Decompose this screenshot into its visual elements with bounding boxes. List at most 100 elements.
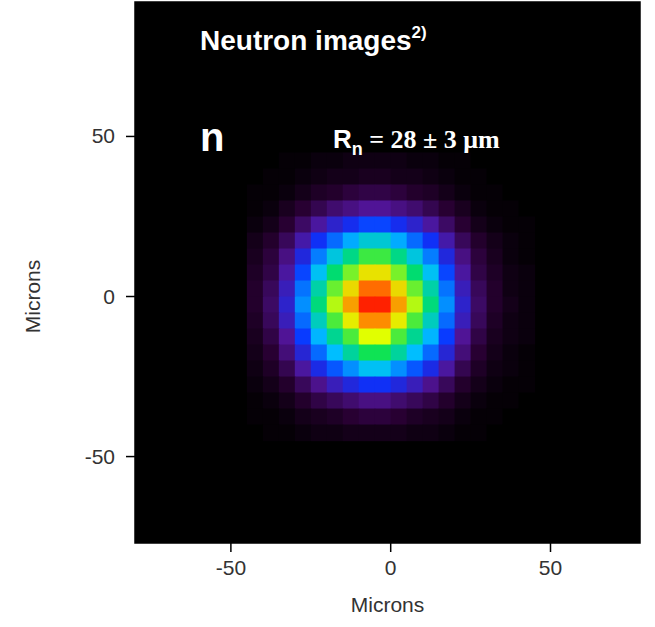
heatmap-cell: [311, 216, 328, 233]
heatmap-cell: [327, 329, 344, 346]
heatmap-cell: [503, 216, 520, 233]
heatmap-cell: [487, 329, 504, 346]
heatmap-cell: [359, 216, 376, 233]
heatmap-cell: [279, 168, 296, 185]
heatmap-cell: [295, 425, 312, 442]
heatmap-cell: [359, 313, 376, 330]
heatmap-cell: [519, 281, 536, 298]
heatmap-cell: [295, 313, 312, 330]
heatmap-cell: [503, 248, 520, 265]
heatmap-cell: [423, 313, 440, 330]
heatmap-cell: [487, 232, 504, 249]
heatmap-cell: [519, 168, 536, 185]
heatmap-cell: [247, 152, 264, 169]
heatmap-cell: [487, 264, 504, 281]
heatmap-cell: [311, 281, 328, 298]
heatmap-cell: [359, 409, 376, 426]
heatmap-cell: [423, 216, 440, 233]
heatmap-cell: [455, 425, 472, 442]
heatmap-cell: [295, 329, 312, 346]
heatmap-cell: [263, 152, 280, 169]
heatmap-cell: [311, 184, 328, 201]
heatmap-cell: [279, 409, 296, 426]
heatmap-cell: [343, 281, 360, 298]
heatmap-cell: [519, 200, 536, 217]
heatmap-cell: [487, 281, 504, 298]
heatmap-cell: [519, 393, 536, 410]
heatmap-cell: [519, 297, 536, 314]
heatmap-cell: [375, 168, 392, 185]
x-tick: [550, 543, 552, 552]
annotation: Rn = 28 ± 3 μm: [333, 124, 500, 159]
heatmap-cell: [295, 232, 312, 249]
heatmap-cell: [375, 281, 392, 298]
heatmap-cell: [455, 200, 472, 217]
heatmap-cell: [263, 345, 280, 362]
heatmap-cell: [359, 168, 376, 185]
heatmap-cell: [327, 313, 344, 330]
heatmap-cell: [279, 184, 296, 201]
heatmap-cell: [295, 200, 312, 217]
heatmap-cell: [471, 248, 488, 265]
heatmap-cell: [423, 248, 440, 265]
heatmap-cell: [375, 313, 392, 330]
heatmap-cell: [247, 168, 264, 185]
heatmap-cell: [375, 329, 392, 346]
heatmap-cell: [439, 313, 456, 330]
heatmap-cell: [263, 377, 280, 394]
heatmap-cell: [263, 248, 280, 265]
heatmap-cell: [391, 409, 408, 426]
heatmap-cell: [407, 168, 424, 185]
heatmap-cell: [423, 152, 440, 169]
heatmap-cell: [391, 297, 408, 314]
heatmap-cell: [471, 313, 488, 330]
heatmap-cell: [359, 345, 376, 362]
heatmap-cell: [343, 329, 360, 346]
heatmap-cell: [519, 216, 536, 233]
heatmap-cell: [487, 345, 504, 362]
heatmap-cell: [391, 281, 408, 298]
title-superscript: 2): [412, 23, 427, 42]
heatmap-cell: [375, 264, 392, 281]
y-tick: [126, 136, 135, 138]
y-tick: [126, 456, 135, 458]
heatmap-cell: [439, 232, 456, 249]
heatmap-cell: [279, 377, 296, 394]
y-tick-label: 0: [103, 285, 115, 308]
heatmap-cell: [503, 361, 520, 378]
heatmap-cell: [311, 232, 328, 249]
heatmap-cell: [359, 425, 376, 442]
heatmap-cell: [519, 425, 536, 442]
heatmap-cell: [263, 297, 280, 314]
heatmap-cell: [503, 152, 520, 169]
heatmap-cell: [423, 393, 440, 410]
heatmap-cell: [391, 152, 408, 169]
heatmap-cell: [455, 264, 472, 281]
x-axis-title: Microns: [351, 593, 425, 616]
heatmap-cell: [391, 168, 408, 185]
heatmap-cell: [439, 297, 456, 314]
heatmap-cell: [407, 377, 424, 394]
heatmap-cell: [439, 248, 456, 265]
heatmap-cell: [295, 216, 312, 233]
x-tick-label: 50: [539, 556, 562, 579]
heatmap-cell: [279, 248, 296, 265]
heatmap-cell: [279, 313, 296, 330]
heatmap-cell: [423, 361, 440, 378]
heatmap-cell: [407, 232, 424, 249]
heatmap-cell: [359, 361, 376, 378]
heatmap-cell: [375, 216, 392, 233]
heatmap-cell: [391, 200, 408, 217]
heatmap-cell: [279, 297, 296, 314]
heatmap-cell: [295, 409, 312, 426]
heatmap-cell: [359, 377, 376, 394]
heatmap-cell: [455, 168, 472, 185]
heatmap-cell: [247, 248, 264, 265]
heatmap-cell: [503, 184, 520, 201]
heatmap-cell: [407, 313, 424, 330]
plot-frame: [135, 2, 640, 543]
annotation-text: = 28 ± 3 μm: [363, 125, 500, 154]
heatmap-cell: [311, 200, 328, 217]
heatmap-cell: [471, 264, 488, 281]
heatmap-cell: [375, 184, 392, 201]
